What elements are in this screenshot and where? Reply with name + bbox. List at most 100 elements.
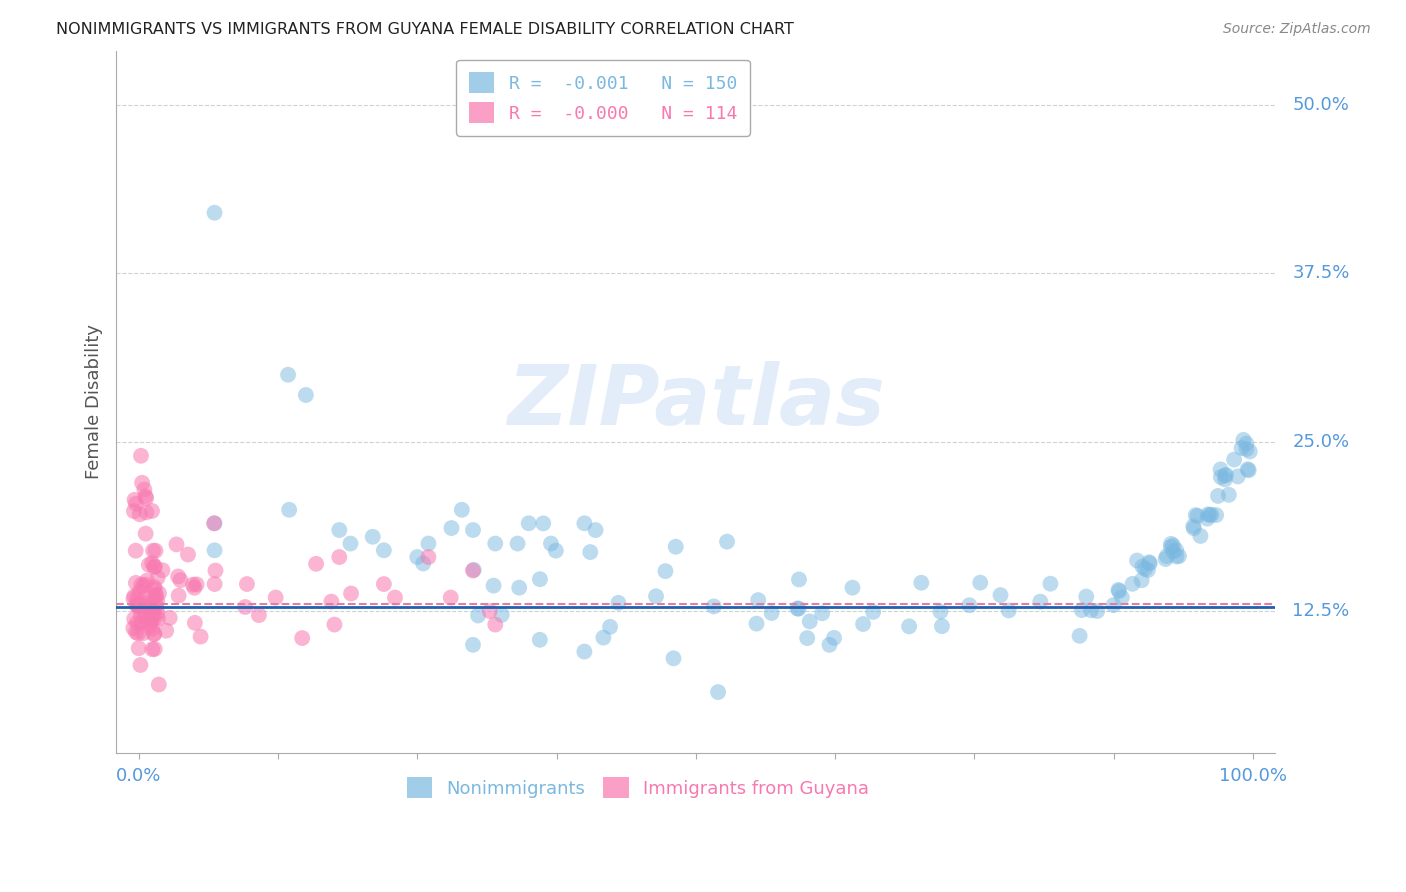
Point (135, 491, 157, 506)
Point (142, 627, 165, 641)
Point (1232, 433, 1254, 447)
Point (129, 449, 152, 463)
Point (406, 550, 429, 565)
Point (990, 588, 1012, 602)
Point (1108, 584, 1130, 599)
Point (128, 508, 150, 522)
Point (125, 598, 148, 612)
Point (167, 569, 190, 583)
Point (1189, 529, 1212, 543)
Point (128, 599, 150, 614)
Text: NONIMMIGRANTS VS IMMIGRANTS FROM GUYANA FEMALE DISABILITY CORRELATION CHART: NONIMMIGRANTS VS IMMIGRANTS FROM GUYANA … (56, 22, 794, 37)
Point (384, 591, 406, 605)
Point (264, 591, 287, 605)
Point (506, 536, 529, 550)
Point (124, 589, 146, 603)
Point (467, 608, 489, 623)
Point (135, 610, 157, 624)
Point (484, 536, 506, 550)
Point (1166, 549, 1188, 564)
Point (450, 503, 472, 517)
Point (540, 536, 562, 550)
Point (134, 489, 156, 503)
Point (1187, 509, 1209, 524)
Point (129, 658, 152, 673)
Point (796, 631, 818, 645)
Text: 12.5%: 12.5% (1292, 602, 1350, 620)
Point (478, 604, 501, 618)
Point (1234, 436, 1257, 450)
Point (1205, 508, 1227, 522)
Text: 0.0%: 0.0% (117, 767, 162, 785)
Point (529, 632, 551, 647)
Point (141, 614, 163, 628)
Point (592, 631, 614, 645)
Point (128, 585, 150, 599)
Point (811, 606, 834, 620)
Point (517, 516, 540, 531)
Point (463, 563, 485, 577)
Point (969, 575, 991, 590)
Point (135, 597, 157, 611)
Point (143, 642, 166, 657)
Point (440, 521, 463, 535)
Point (139, 611, 162, 625)
Point (1184, 508, 1206, 522)
Point (145, 543, 167, 558)
Point (204, 577, 226, 591)
Point (862, 605, 884, 619)
Point (125, 543, 148, 558)
Point (1160, 540, 1182, 554)
Point (141, 556, 163, 570)
Point (183, 581, 205, 595)
Point (787, 573, 810, 587)
Point (662, 651, 685, 665)
Point (135, 505, 157, 519)
Point (1069, 629, 1091, 643)
Point (544, 543, 567, 558)
Point (957, 599, 980, 613)
Point (484, 617, 506, 632)
Point (929, 605, 952, 619)
Point (186, 577, 208, 591)
Point (997, 603, 1019, 617)
Point (131, 475, 153, 490)
Text: 50.0%: 50.0% (1292, 95, 1350, 113)
Point (1236, 462, 1258, 476)
Point (482, 579, 505, 593)
Point (1111, 591, 1133, 605)
Point (122, 612, 145, 626)
Text: 25.0%: 25.0% (1292, 434, 1350, 451)
Point (142, 543, 165, 558)
Point (125, 625, 148, 640)
Point (145, 601, 167, 615)
Point (204, 543, 226, 558)
Point (145, 588, 167, 602)
Point (1132, 559, 1154, 574)
Text: 100.0%: 100.0% (1219, 767, 1286, 785)
Point (328, 523, 350, 537)
Point (141, 642, 163, 657)
Text: ZIPatlas: ZIPatlas (506, 361, 884, 442)
Point (1230, 441, 1253, 455)
Point (184, 615, 207, 630)
Point (1226, 469, 1249, 483)
Point (585, 523, 607, 537)
Point (125, 497, 148, 511)
Point (910, 575, 932, 590)
Point (139, 610, 162, 624)
Point (1102, 598, 1125, 612)
Point (291, 631, 314, 645)
Point (1182, 519, 1205, 533)
Point (461, 564, 484, 578)
Point (169, 573, 191, 587)
Point (1213, 468, 1236, 483)
Point (127, 615, 149, 630)
Point (898, 619, 921, 633)
Point (135, 614, 157, 628)
Point (1154, 552, 1177, 566)
Point (1080, 603, 1102, 617)
Point (321, 594, 343, 608)
Point (236, 577, 259, 591)
Point (1234, 442, 1257, 456)
